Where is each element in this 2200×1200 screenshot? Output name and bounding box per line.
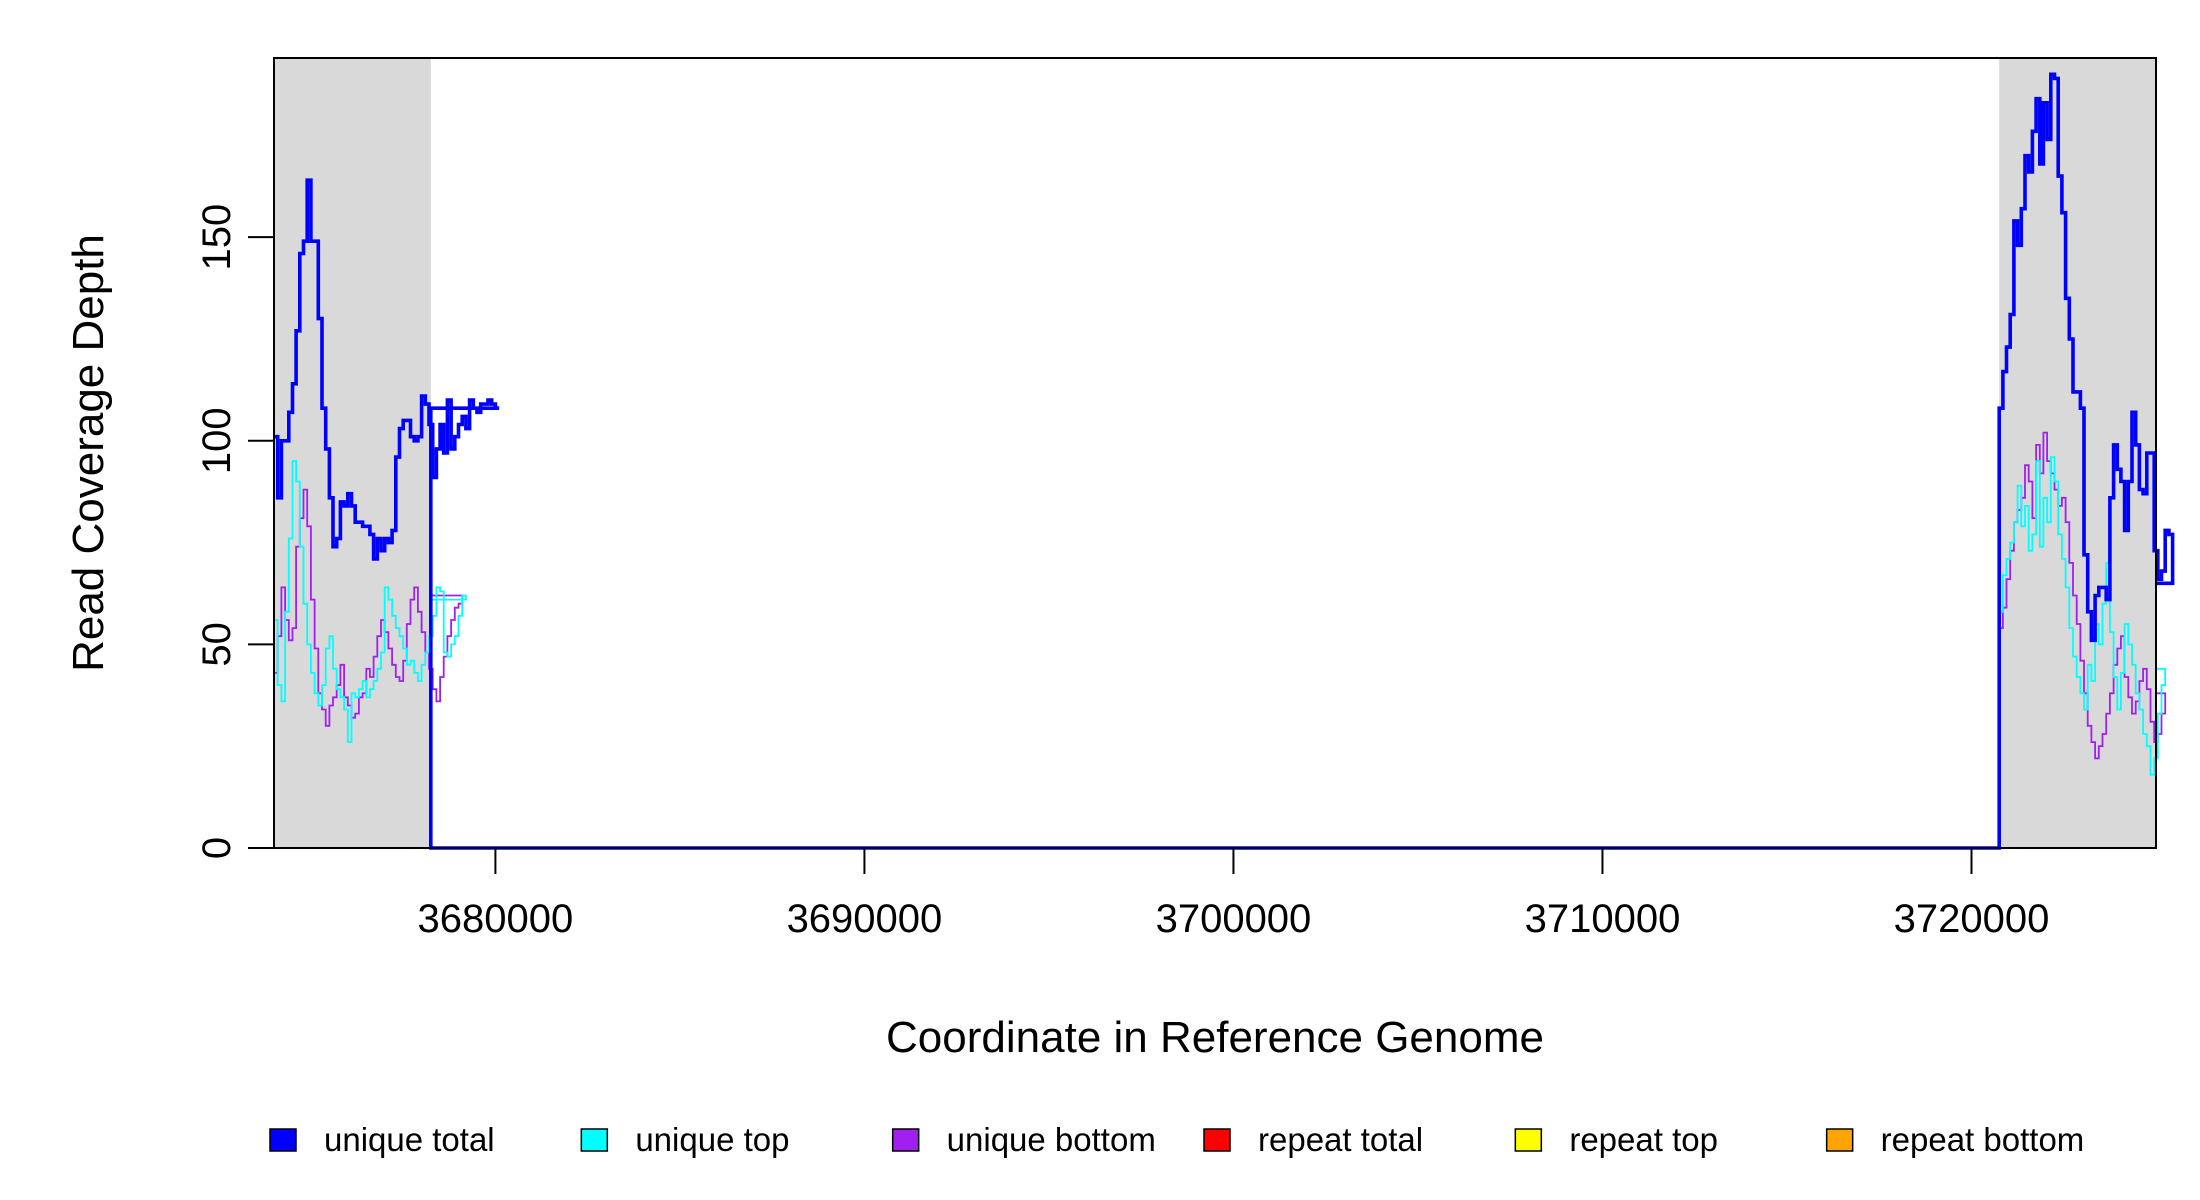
x-tick-label: 3720000	[1894, 897, 2050, 941]
legend-swatch	[269, 1128, 297, 1152]
x-tick-label: 3700000	[1156, 897, 1312, 941]
shaded-regions	[274, 58, 2156, 848]
x-tick-label: 3680000	[418, 897, 574, 941]
x-tick-label: 3710000	[1525, 897, 1681, 941]
y-tick-label: 100	[195, 407, 239, 474]
legend-item-unique-total: unique total	[269, 1121, 495, 1158]
x-axis-title: Coordinate in Reference Genome	[886, 1013, 1544, 1062]
y-tick-label: 150	[195, 204, 239, 271]
legend-label: unique top	[635, 1121, 789, 1158]
series-line-unique-top	[274, 456, 2167, 849]
series-line-unique-total	[274, 72, 2175, 850]
legend-swatch	[1514, 1128, 1543, 1152]
legend-item-unique-bottom: unique bottom	[891, 1121, 1156, 1158]
y-axis: 0 50 100 150	[195, 204, 275, 859]
legend-item-unique-top: unique top	[580, 1121, 789, 1158]
legend-label: unique total	[324, 1121, 495, 1158]
legend-label: repeat top	[1569, 1121, 1718, 1158]
y-tick-label: 50	[195, 622, 239, 667]
series-line-unique-bottom	[274, 431, 2167, 849]
legend-label: unique bottom	[947, 1121, 1156, 1158]
legend-item-repeat-bottom: repeat bottom	[1825, 1121, 2085, 1158]
x-tick-label: 3690000	[787, 897, 943, 941]
series-lines	[274, 72, 2175, 850]
legend-label: repeat bottom	[1881, 1121, 2085, 1158]
legend: unique total unique top unique bottom repea…	[269, 1121, 2085, 1158]
plot-frame	[273, 57, 2157, 849]
y-tick-label: 0	[195, 837, 239, 859]
legend-label: repeat total	[1258, 1121, 1423, 1158]
shaded-region-1	[274, 58, 431, 848]
y-axis-title: Read Coverage Depth	[64, 234, 113, 672]
x-axis: 3680000 3690000 3700000 3710000 3720000	[418, 847, 2050, 941]
legend-item-repeat-top: repeat top	[1514, 1121, 1718, 1158]
legend-swatch	[891, 1128, 920, 1152]
legend-swatch	[580, 1128, 609, 1152]
legend-swatch	[1203, 1128, 1231, 1152]
legend-item-repeat-total: repeat total	[1203, 1121, 1423, 1158]
legend-swatch	[1825, 1128, 1854, 1152]
